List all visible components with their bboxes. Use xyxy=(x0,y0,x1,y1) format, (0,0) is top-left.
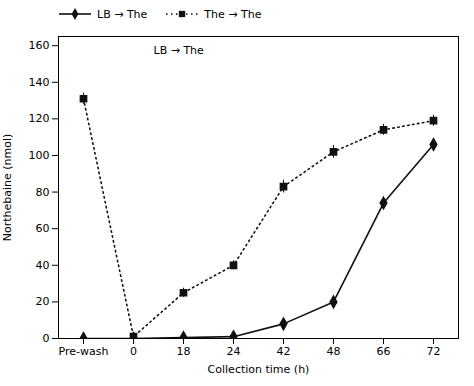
svg-text:Collection time (h): Collection time (h) xyxy=(208,363,310,376)
svg-text:120: 120 xyxy=(29,112,50,125)
svg-text:140: 140 xyxy=(29,76,50,89)
svg-text:160: 160 xyxy=(29,39,50,52)
svg-text:100: 100 xyxy=(29,149,50,162)
svg-text:18: 18 xyxy=(177,345,191,358)
html-text:The → The: The → The xyxy=(204,7,262,21)
html-text:LB → The: LB → The xyxy=(97,7,148,21)
svg-text:42: 42 xyxy=(277,345,291,358)
svg-text:Pre-wash: Pre-wash xyxy=(59,345,109,358)
svg-text:0: 0 xyxy=(130,345,137,358)
svg-text:80: 80 xyxy=(36,186,50,199)
svg-text:60: 60 xyxy=(36,222,50,235)
svg-text:Northebaine (nmol): Northebaine (nmol) xyxy=(1,134,14,242)
svg-text:66: 66 xyxy=(377,345,391,358)
svg-text:LB → The: LB → The xyxy=(154,44,205,57)
svg-text:20: 20 xyxy=(36,295,50,308)
svg-text:48: 48 xyxy=(327,345,341,358)
svg-text:24: 24 xyxy=(227,345,241,358)
svg-text:0: 0 xyxy=(43,332,50,345)
svg-text:72: 72 xyxy=(427,345,441,358)
svg-text:40: 40 xyxy=(36,259,50,272)
